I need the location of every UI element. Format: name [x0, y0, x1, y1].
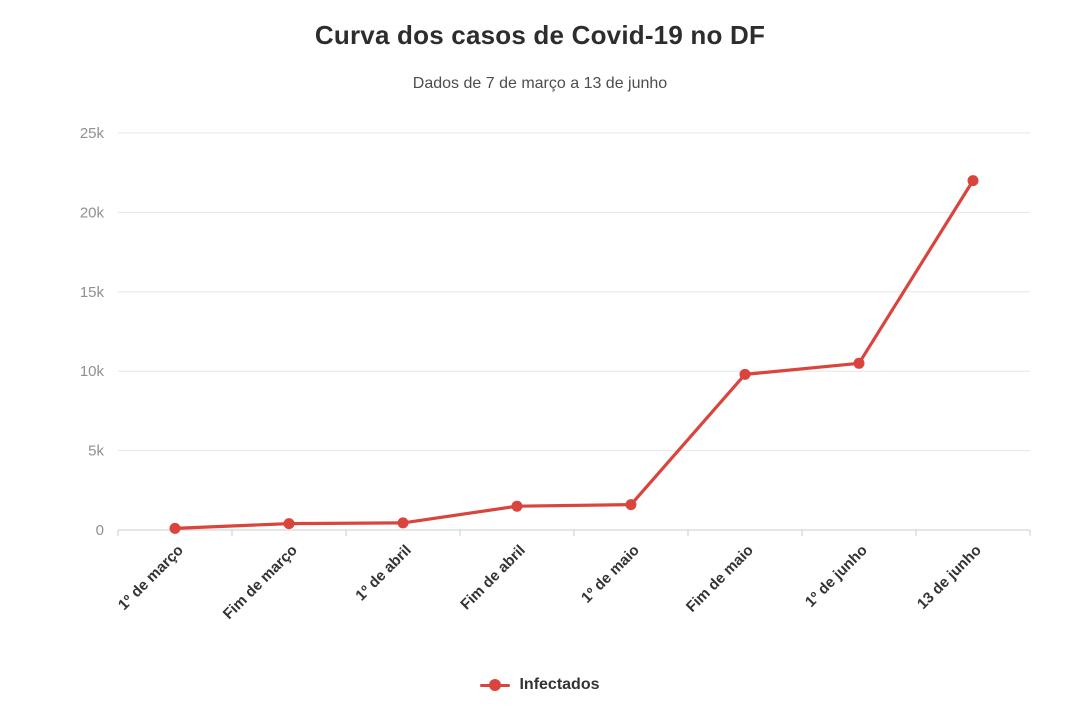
y-axis-tick-label: 5k: [88, 443, 104, 460]
y-axis-tick-label: 20k: [80, 204, 105, 221]
chart-title: Curva dos casos de Covid-19 no DF: [314, 20, 766, 50]
x-axis-category-label: 1º de maio: [578, 542, 643, 607]
data-point[interactable]: [967, 175, 979, 187]
legend-series-marker-icon: [480, 679, 511, 691]
legend-item-infectados[interactable]: Infectados: [0, 676, 1080, 694]
x-axis-category-label: Fim de março: [220, 542, 301, 623]
x-axis-category-label: 13 de junho: [914, 542, 985, 613]
plot-area: 0 5k 10k 15k 20k 25k 1º de março Fim de março 1º…: [80, 125, 1031, 623]
x-axis-category-label: 1º de junho: [802, 542, 871, 611]
x-axis-category-label: Fim de abril: [457, 542, 529, 614]
legend-dot-icon: [489, 679, 502, 691]
y-axis-tick-label: 0: [96, 522, 104, 539]
series-line: [173, 179, 975, 530]
data-point[interactable]: [511, 500, 523, 512]
x-axis-category-label: 1º de abril: [352, 542, 414, 604]
y-axis-tick-label: 10k: [80, 363, 105, 380]
data-point[interactable]: [853, 357, 865, 369]
x-axis-category-label: 1º de março: [115, 542, 187, 614]
data-point[interactable]: [739, 368, 751, 380]
data-point[interactable]: [169, 522, 181, 534]
data-point[interactable]: [625, 499, 637, 511]
legend-series-label: Infectados: [519, 676, 600, 693]
data-point[interactable]: [397, 517, 409, 529]
y-axis-tick-label: 15k: [80, 284, 105, 301]
data-point[interactable]: [283, 518, 295, 530]
y-axis-tick-label: 25k: [80, 125, 105, 142]
chart-subtitle: Dados de 7 de março a 13 de junho: [412, 75, 668, 92]
x-axis-category-label: Fim de maio: [683, 542, 757, 616]
